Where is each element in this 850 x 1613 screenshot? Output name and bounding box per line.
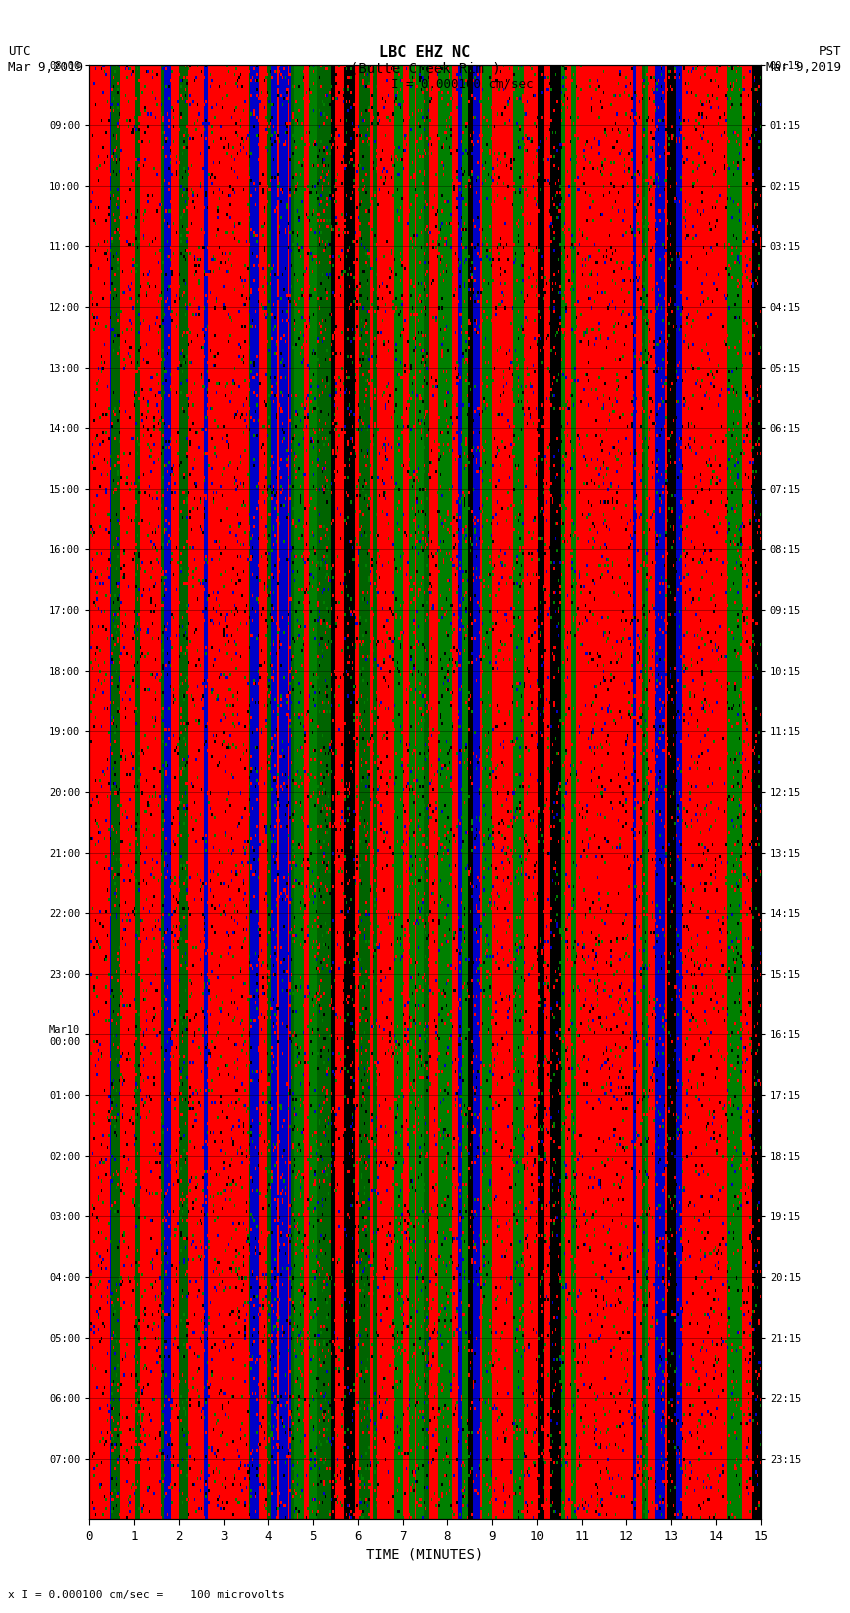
Text: Mar 9,2019: Mar 9,2019: [8, 61, 83, 74]
Text: LBC EHZ NC: LBC EHZ NC: [379, 45, 471, 60]
Text: (Butte Creek Rim ): (Butte Creek Rim ): [349, 61, 501, 76]
Text: I = 0.000100 cm/sec: I = 0.000100 cm/sec: [391, 77, 534, 90]
Text: Mar 9,2019: Mar 9,2019: [767, 61, 842, 74]
X-axis label: TIME (MINUTES): TIME (MINUTES): [366, 1547, 484, 1561]
Text: x I = 0.000100 cm/sec =    100 microvolts: x I = 0.000100 cm/sec = 100 microvolts: [8, 1590, 286, 1600]
Text: PST: PST: [819, 45, 842, 58]
Text: UTC: UTC: [8, 45, 31, 58]
